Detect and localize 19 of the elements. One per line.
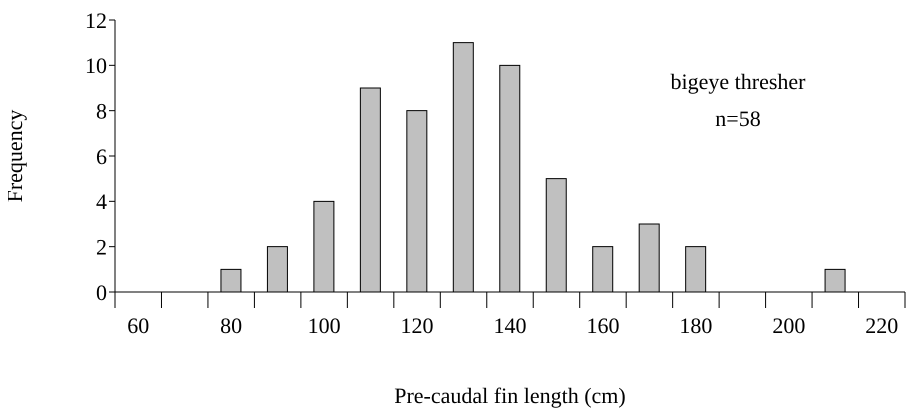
x-tick-label: 120 [400,313,434,338]
y-tick-label: 2 [96,234,107,260]
x-axis-title: Pre-caudal fin length (cm) [394,383,626,408]
y-tick-label: 0 [96,280,107,305]
x-tick-label: 60 [127,313,150,338]
y-tick-label: 6 [96,144,107,169]
x-tick-label: 160 [586,313,620,338]
x-tick-label: 180 [679,313,712,338]
y-tick-label: 4 [96,189,107,214]
y-tick-label: 8 [96,98,107,124]
x-tick-label: 140 [494,313,526,338]
y-tick-label: 12 [85,8,107,33]
x-tick-label: 220 [865,313,898,338]
annotation: bigeye thresher [670,68,806,96]
x-tick-label: 100 [308,313,341,338]
annotation: n=58 [714,105,762,133]
y-tick-label: 10 [85,53,107,78]
x-tick-label: 80 [220,313,242,338]
x-tick-label: 200 [772,313,806,338]
